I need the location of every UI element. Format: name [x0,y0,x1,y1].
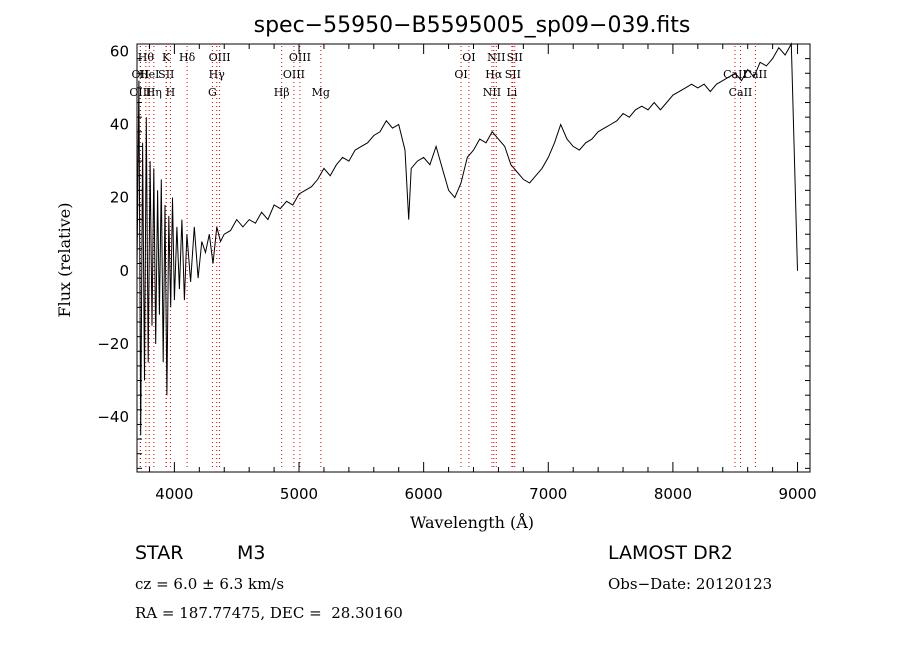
plot-frame [136,43,811,473]
spectral-line-label: Hβ [274,86,290,99]
x-axis-label: Wavelength (Å) [410,512,534,532]
survey-name: LAMOST DR2 [608,542,733,564]
object-subclass: M3 [237,542,266,564]
y-axis-label: Flux (relative) [55,203,74,318]
x-tick-label: 7000 [529,485,567,503]
x-tick-label: 5000 [280,485,318,503]
chart-title: spec−55950−B5595005_sp09−039.fits [254,13,691,38]
y-tick-label: 20 [110,189,129,207]
spectral-line-label: Li [506,86,517,99]
spectral-line-label: SII [158,68,174,81]
spectral-line-label: OI [454,68,467,81]
spectral-line-label: HeI [139,68,159,81]
spectral-line-label: Hδ [179,51,196,64]
spectral-line-label: Hγ [209,68,226,81]
y-tick-label: 40 [110,115,129,133]
spectral-line-label: OI [462,51,475,64]
spectral-line-label: OIII [129,86,151,99]
coordinates: RA = 187.77475, DEC = 28.30160 [135,604,403,622]
spectral-line-label: OII [132,68,150,81]
y-tick-label: 60 [110,42,129,60]
spectral-line-label: Hη [146,86,162,99]
spectral-line-label: SII [507,51,523,64]
x-tick-label: 6000 [405,485,443,503]
y-tick-label: −40 [97,408,129,426]
spectral-line-label: Hθ [138,51,155,64]
spectral-line-label: SII [505,68,521,81]
spectral-line-label: OIII [209,51,231,64]
spectral-line-label: Hα [485,68,503,81]
spectral-line-label: G [208,86,217,99]
spectral-line-labels: OII OIII Hθ HeI Hη K SII H Hδ G Hγ OIII Hβ OIII OIII Mg… [129,51,767,99]
spectral-line-label: CaII [723,68,747,81]
spectral-line-label: OIII [289,51,311,64]
spectral-line-label: OIII [283,68,305,81]
spectral-line-label: NII [483,86,501,99]
spectral-line-label: NII [487,51,505,64]
spectrum-series-line [136,42,798,436]
x-tick-label: 9000 [778,485,816,503]
y-tick-label: 0 [119,262,129,280]
y-axis: −40 −20 0 20 40 60 [97,42,810,469]
spectral-line-markers [139,46,756,470]
x-tick-label: 8000 [654,485,692,503]
x-axis: 4000 5000 6000 7000 8000 9000 [148,44,817,503]
spectral-line-label: Mg [312,86,330,99]
x-tick-label: 4000 [155,485,193,503]
spectral-line-label: K [162,51,171,64]
spectral-line-label: H [166,86,176,99]
observation-date: Obs−Date: 20120123 [608,575,773,593]
redshift-velocity: cz = 6.0 ± 6.3 km/s [135,575,285,593]
spectral-line-label: CaII [729,86,753,99]
y-tick-label: −20 [97,335,129,353]
object-class: STAR [135,542,184,564]
